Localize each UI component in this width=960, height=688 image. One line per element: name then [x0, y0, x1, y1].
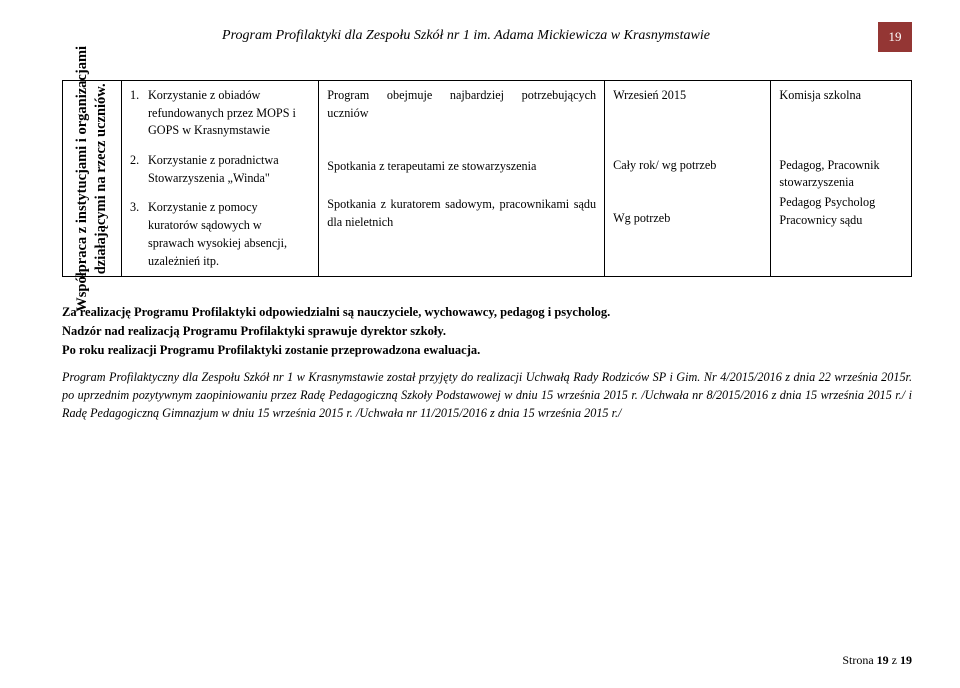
- resp-item: Pedagog, Pracownik stowarzyszenia: [779, 157, 903, 192]
- footer-prefix: Strona: [842, 653, 876, 667]
- summary-line1: Za realizację Programu Profilaktyki odpo…: [62, 303, 912, 322]
- section-label-line2: działającymi na rzecz uczniów.: [93, 83, 109, 274]
- term-item: Wg potrzeb: [613, 210, 762, 228]
- desc-item: Program obejmuje najbardziej potrzebując…: [327, 87, 596, 122]
- action-text: Korzystanie z obiadów refundowanych prze…: [148, 87, 310, 140]
- footnote-p1: Program Profilaktyczny dla Zespołu Szkół…: [62, 369, 912, 422]
- footer-sep: z: [889, 653, 900, 667]
- program-table: 1. Korzystanie z obiadów refundowanych p…: [122, 80, 912, 277]
- action-text: Korzystanie z pomocy kuratorów sądowych …: [148, 199, 310, 270]
- header-row: Program Profilaktyki dla Zespołu Szkół n…: [62, 22, 912, 52]
- responsible-cell: Komisja szkolna Pedagog, Pracownik stowa…: [771, 81, 912, 277]
- action-item: 2. Korzystanie z poradnictwa Stowarzysze…: [130, 152, 310, 187]
- table-wrap: 1. Korzystanie z obiadów refundowanych p…: [122, 80, 912, 277]
- action-item: 3. Korzystanie z pomocy kuratorów sądowy…: [130, 199, 310, 270]
- footer-current: 19: [877, 653, 889, 667]
- summary-block: Za realizację Programu Profilaktyki odpo…: [62, 303, 912, 359]
- page: Program Profilaktyki dla Zespołu Szkół n…: [0, 0, 960, 688]
- action-num: 3.: [130, 199, 148, 270]
- section-label-cell: Współpraca z instytucjami i organizacjam…: [62, 80, 122, 277]
- section-label-line1: Współpraca z instytucjami i organizacjam…: [74, 46, 90, 312]
- desc-item: Spotkania z kuratorem sadowym, pracownik…: [327, 196, 596, 231]
- section-label: Współpraca z instytucjami i organizacjam…: [73, 46, 111, 312]
- footer-total: 19: [900, 653, 912, 667]
- header-title: Program Profilaktyki dla Zespołu Szkół n…: [62, 22, 870, 44]
- term-item: Wrzesień 2015: [613, 87, 762, 105]
- actions-cell: 1. Korzystanie z obiadów refundowanych p…: [122, 81, 319, 277]
- description-cell: Program obejmuje najbardziej potrzebując…: [319, 81, 605, 277]
- action-num: 2.: [130, 152, 148, 187]
- content-row: Współpraca z instytucjami i organizacjam…: [62, 80, 912, 277]
- summary-line2: Nadzór nad realizacją Programu Profilakt…: [62, 322, 912, 341]
- desc-item: Spotkania z terapeutami ze stowarzyszeni…: [327, 158, 596, 176]
- action-num: 1.: [130, 87, 148, 140]
- term-item: Cały rok/ wg potrzeb: [613, 157, 762, 175]
- action-item: 1. Korzystanie z obiadów refundowanych p…: [130, 87, 310, 140]
- page-number-badge: 19: [878, 22, 912, 52]
- resp-item: Pedagog Psycholog Pracownicy sądu: [779, 194, 903, 229]
- summary-line3: Po roku realizacji Programu Profilaktyki…: [62, 341, 912, 360]
- term-cell: Wrzesień 2015 Cały rok/ wg potrzeb Wg po…: [605, 81, 771, 277]
- action-text: Korzystanie z poradnictwa Stowarzyszenia…: [148, 152, 310, 187]
- footnotes: Program Profilaktyczny dla Zespołu Szkół…: [62, 369, 912, 422]
- resp-item: Komisja szkolna: [779, 87, 903, 105]
- table-row: 1. Korzystanie z obiadów refundowanych p…: [122, 81, 912, 277]
- page-footer: Strona 19 z 19: [842, 653, 912, 668]
